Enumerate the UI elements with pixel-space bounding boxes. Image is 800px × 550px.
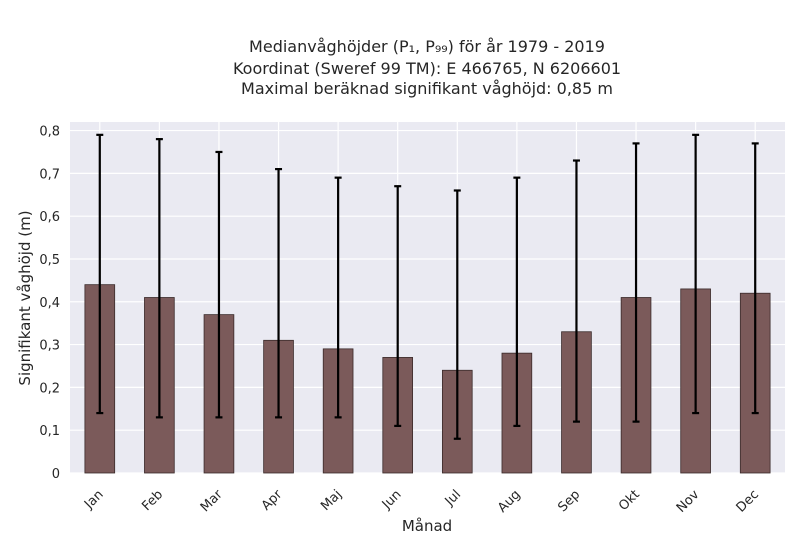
x-tick-label: Dec [734, 487, 762, 515]
chart-title-line-2: Koordinat (Sweref 99 TM): E 466765, N 62… [233, 59, 621, 78]
y-axis-label: Signifikant våghöjd (m) [16, 210, 34, 385]
error-bar-jan [96, 133, 104, 415]
error-bar-nov [692, 133, 700, 415]
y-tick-label: 0,3 [39, 339, 60, 354]
x-tick-label: Feb [139, 487, 166, 514]
y-tick-label: 0 [52, 467, 60, 482]
error-bar-sep [572, 159, 580, 423]
y-tick-label: 0,1 [39, 424, 60, 439]
error-bar-okt [632, 142, 640, 423]
x-tick-label: Jul [442, 487, 464, 509]
y-axis-ticks: 0 0,1 0,2 0,3 0,4 0,5 0,6 0,7 0,8 [39, 125, 60, 482]
error-bar-apr [275, 167, 283, 419]
x-tick-label: Jun [379, 487, 405, 513]
error-bar-aug [513, 176, 521, 428]
error-bars [96, 133, 759, 440]
x-tick-label: Maj [318, 487, 345, 514]
x-tick-label: Okt [616, 487, 643, 514]
x-axis-label: Månad [402, 517, 452, 535]
y-tick-label: 0,7 [39, 167, 60, 182]
x-tick-label: Mar [198, 487, 226, 515]
error-bar-jun [394, 185, 402, 428]
x-tick-label: Apr [259, 487, 286, 514]
y-tick-label: 0,8 [39, 125, 60, 140]
y-tick-label: 0,6 [39, 210, 60, 225]
y-tick-label: 0,4 [39, 296, 60, 311]
x-tick-label: Jan [81, 487, 106, 512]
error-bar-dec [751, 142, 759, 415]
error-bar-jul [453, 189, 461, 440]
x-tick-label: Sep [555, 487, 583, 515]
chart-title-line-1: Medianvåghöjder (P₁, P₉₉) för år 1979 - … [249, 37, 605, 56]
x-axis-ticks: Jan Feb Mar Apr Maj Jun Jul Aug Sep Okt Nov Dec [81, 487, 762, 516]
x-tick-label: Aug [495, 487, 524, 516]
y-tick-label: 0,5 [39, 253, 60, 268]
chart-title: Medianvåghöjder (P₁, P₉₉) för år 1979 - … [233, 37, 621, 98]
error-bar-maj [334, 176, 342, 419]
x-tick-label: Nov [674, 487, 703, 516]
chart-title-line-3: Maximal beräknad signifikant våghöjd: 0,… [241, 79, 613, 98]
error-bar-feb [155, 138, 163, 419]
error-bar-mar [215, 150, 223, 419]
y-tick-label: 0,2 [39, 381, 60, 396]
plot-area [70, 122, 785, 473]
